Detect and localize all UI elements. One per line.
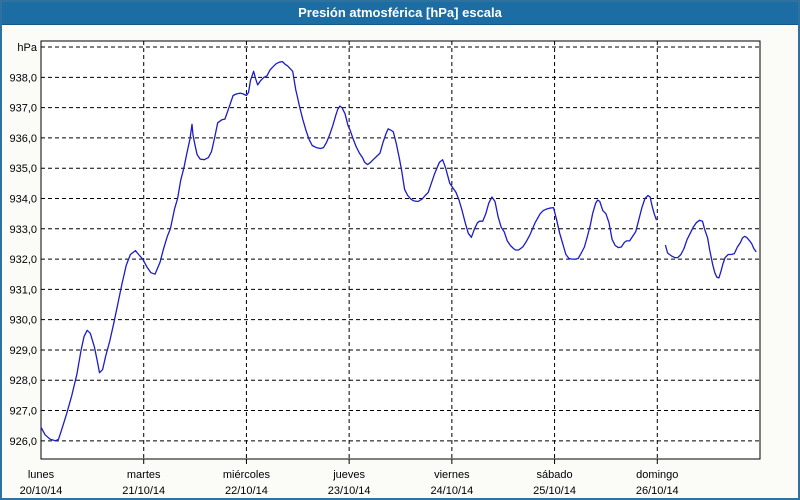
x-tick-date-label: 26/10/14 — [636, 485, 679, 497]
x-tick-day-label: jueves — [332, 469, 365, 481]
title-bar: Presión atmosférica [hPa] escala — [2, 2, 798, 25]
y-tick-label: 926,0 — [9, 436, 37, 448]
x-tick-day-label: lunes — [28, 469, 55, 481]
x-tick-date-label: 23/10/14 — [328, 485, 371, 497]
y-tick-label: 929,0 — [9, 345, 37, 357]
y-tick-label: 934,0 — [9, 194, 37, 206]
x-tick-day-label: domingo — [636, 469, 678, 481]
x-tick-day-label: sábado — [537, 469, 573, 481]
y-tick-label: 933,0 — [9, 224, 37, 236]
y-tick-label: 932,0 — [9, 254, 37, 266]
y-tick-label: 927,0 — [9, 406, 37, 418]
x-tick-day-label: martes — [127, 469, 161, 481]
x-tick-date-label: 21/10/14 — [122, 485, 165, 497]
x-grid-and-labels: lunes 20/10/14 martes 21/10/14 miércoles 22/1… — [20, 41, 679, 497]
pressure-line-segment — [40, 60, 657, 442]
pressure-series — [40, 60, 757, 442]
y-tick-label: 935,0 — [9, 163, 37, 175]
chart-area: hPa 938,0 937,0 936,0 935,0 934,0 933,0 932,0 93… — [2, 25, 798, 498]
pressure-line-segment — [664, 219, 757, 279]
y-tick-label: 936,0 — [9, 133, 37, 145]
y-tick-label: 930,0 — [9, 315, 37, 327]
y-tick-label: hPa — [17, 42, 37, 54]
chart-title: Presión atmosférica [hPa] escala — [298, 5, 502, 20]
x-tick-date-label: 22/10/14 — [225, 485, 268, 497]
y-tick-label: 937,0 — [9, 103, 37, 115]
plot-frame — [40, 40, 761, 460]
x-tick-day-label: viernes — [434, 469, 470, 481]
x-tick-day-label: miércoles — [223, 469, 271, 481]
x-tick-date-label: 25/10/14 — [533, 485, 576, 497]
y-tick-label: 928,0 — [9, 375, 37, 387]
plot-background — [41, 41, 760, 459]
x-tick-date-label: 24/10/14 — [430, 485, 473, 497]
y-tick-label: 938,0 — [9, 72, 37, 84]
pressure-line-chart: hPa 938,0 937,0 936,0 935,0 934,0 933,0 932,0 93… — [9, 40, 761, 497]
x-tick-date-label: 20/10/14 — [20, 485, 63, 497]
y-tick-label: 931,0 — [9, 284, 37, 296]
